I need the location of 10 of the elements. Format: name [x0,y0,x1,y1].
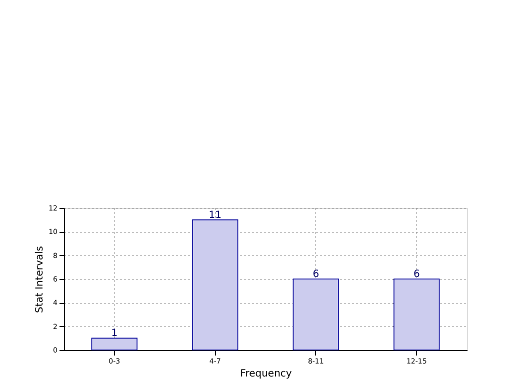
x-axis-title: Frequency [240,368,292,380]
data-label: 11 [208,210,222,221]
data-label: 6 [413,269,420,280]
data-label: 6 [312,269,320,280]
y-axis-title: Stat Intervals [34,246,46,314]
bar [292,278,339,350]
data-label: 1 [111,328,118,340]
bar [394,278,440,350]
bar [192,219,238,350]
bar [91,338,138,350]
